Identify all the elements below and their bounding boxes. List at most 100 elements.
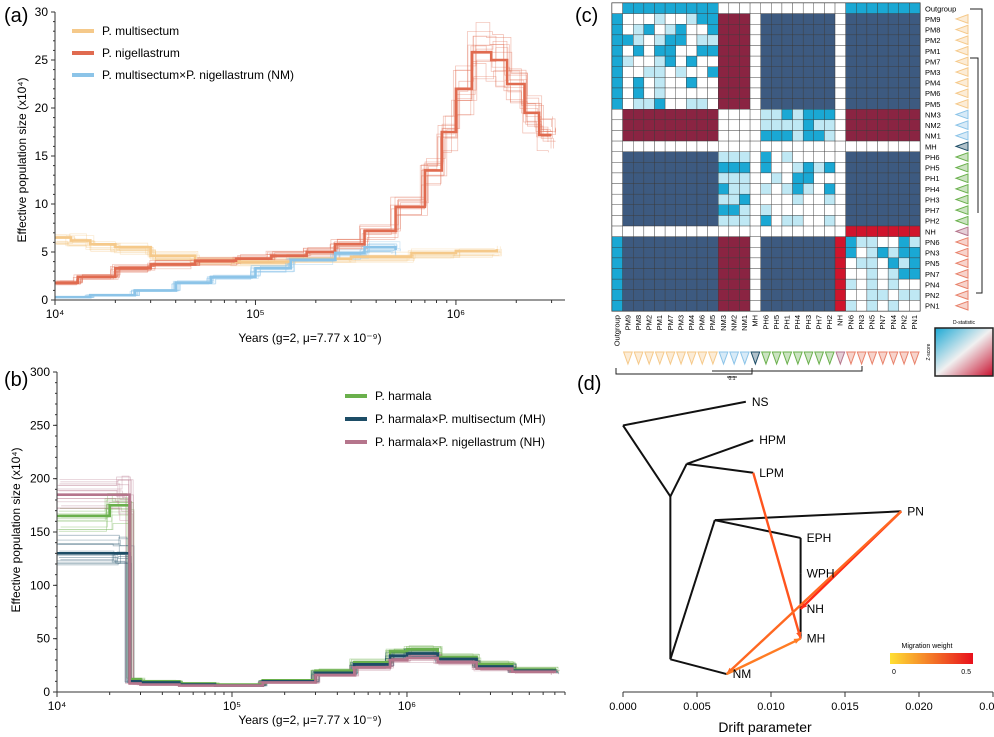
heatmap-cell <box>771 45 783 57</box>
heatmap-cell <box>718 140 730 152</box>
col-tree-triangle <box>835 351 846 366</box>
heatmap-cell <box>834 268 846 280</box>
heatmap-cell <box>633 55 645 67</box>
heatmap-cell <box>866 215 878 227</box>
heatmap-cell <box>686 77 698 89</box>
heatmap-cell <box>771 236 783 248</box>
x-tick-label: 10⁴ <box>46 307 65 321</box>
heatmap-cell <box>633 300 645 312</box>
heatmap-cell <box>622 183 634 195</box>
heatmap-cell <box>877 300 889 312</box>
heatmap-cell <box>760 172 772 184</box>
heatmap-cell <box>622 140 634 152</box>
heatmap-cell <box>643 119 655 131</box>
heatmap-cell <box>654 34 666 46</box>
heatmap-cell <box>781 45 793 57</box>
heatmap-cell <box>611 225 623 237</box>
heatmap-cell <box>633 172 645 184</box>
heatmap-cell <box>611 215 623 227</box>
heatmap-cell <box>845 2 857 14</box>
heatmap-cell <box>633 183 645 195</box>
heatmap-cell <box>633 247 645 259</box>
row-tree-triangle <box>954 130 969 141</box>
heatmap-cell <box>824 34 836 46</box>
heatmap-cell <box>792 98 804 110</box>
tree-branch <box>686 439 754 465</box>
heatmap-cell <box>675 77 687 89</box>
heatmap-cell <box>633 98 645 110</box>
heatmap-cell <box>654 98 666 110</box>
x-tick-label: 0.010 <box>757 701 785 713</box>
heatmap-cell <box>856 24 868 36</box>
heatmap-cell <box>887 257 899 269</box>
heatmap-cell <box>771 247 783 259</box>
heatmap-cell <box>866 66 878 78</box>
heatmap-cell <box>909 2 921 14</box>
heatmap-cell <box>781 162 793 174</box>
heatmap-cell <box>802 66 814 78</box>
heatmap-cell <box>792 45 804 57</box>
heatmap-cell <box>877 151 889 163</box>
heatmap-cell <box>654 225 666 237</box>
heatmap-cell <box>760 278 772 290</box>
heatmap-cell <box>675 257 687 269</box>
heatmap-cell <box>760 204 772 216</box>
heatmap-cell <box>643 13 655 25</box>
heatmap-col-label: PN7 <box>878 315 887 330</box>
heatmap-cell <box>760 225 772 237</box>
heatmap-cell <box>728 34 740 46</box>
heatmap-cell <box>824 300 836 312</box>
heatmap-cell <box>866 193 878 205</box>
heatmap-cell <box>834 151 846 163</box>
heatmap-cell <box>834 66 846 78</box>
heatmap-cell <box>834 24 846 36</box>
heatmap-cell <box>654 193 666 205</box>
heatmap-cell <box>664 130 676 142</box>
heatmap-col-label: MH <box>751 315 760 327</box>
heatmap-cell <box>909 247 921 259</box>
heatmap-row-label: NM2 <box>925 121 941 130</box>
heatmap-cell <box>856 162 868 174</box>
heatmap-cell <box>771 162 783 174</box>
heatmap-cell <box>781 289 793 301</box>
heatmap-cell <box>728 289 740 301</box>
heatmap-cell <box>909 13 921 25</box>
heatmap-cell <box>654 140 666 152</box>
heatmap-cell <box>749 172 761 184</box>
heatmap-cell <box>877 215 889 227</box>
heatmap-cell <box>707 300 719 312</box>
y-tick-label: 50 <box>37 632 51 646</box>
heatmap-cell <box>664 300 676 312</box>
heatmap-col-label: Outgroup <box>613 315 622 346</box>
legend-color-square <box>934 327 994 377</box>
row-tree-triangle <box>954 226 969 237</box>
heatmap-cell <box>898 162 910 174</box>
heatmap-cell <box>718 77 730 89</box>
heatmap-cell <box>739 289 751 301</box>
heatmap-cell <box>611 13 623 25</box>
heatmap-cell <box>760 130 772 142</box>
heatmap-cell <box>718 13 730 25</box>
heatmap-cell <box>856 300 868 312</box>
heatmap-cell <box>643 151 655 163</box>
heatmap-cell <box>781 119 793 131</box>
heatmap-cell <box>675 204 687 216</box>
heatmap-cell <box>781 13 793 25</box>
heatmap-col-label: PM9 <box>623 315 632 330</box>
heatmap-cell <box>909 215 921 227</box>
heatmap-cell <box>664 98 676 110</box>
heatmap-cell <box>877 24 889 36</box>
heatmap-cell <box>611 24 623 36</box>
heatmap-cell <box>675 289 687 301</box>
heatmap-cell <box>654 268 666 280</box>
row-tree-triangle <box>954 77 969 88</box>
heatmap-cell <box>792 140 804 152</box>
heatmap-cell <box>824 45 836 57</box>
heatmap-cell <box>728 140 740 152</box>
heatmap-cell <box>749 45 761 57</box>
heatmap-cell <box>664 193 676 205</box>
heatmap-cell <box>675 215 687 227</box>
heatmap-cell <box>856 34 868 46</box>
heatmap-cell <box>909 45 921 57</box>
heatmap-cell <box>792 183 804 195</box>
